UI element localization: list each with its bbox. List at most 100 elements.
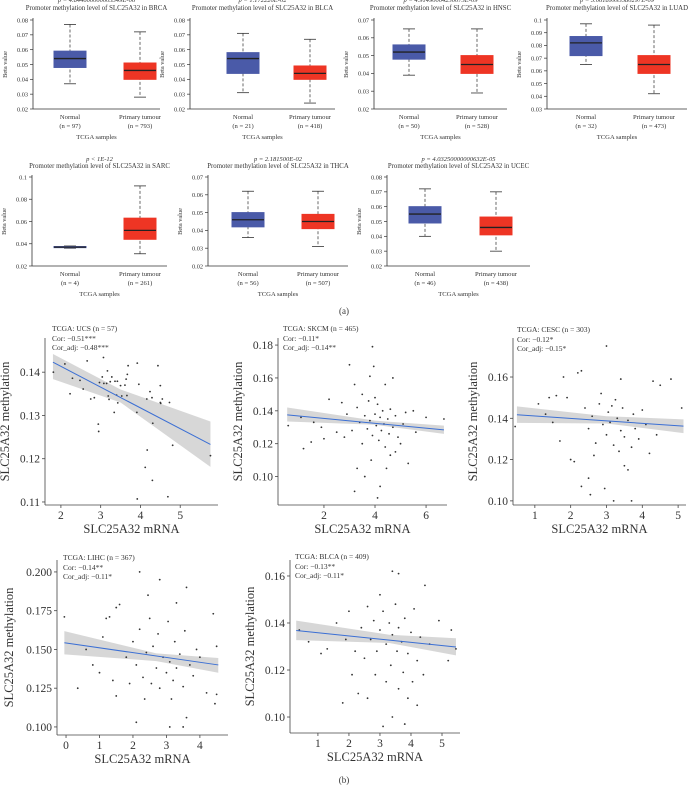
y-tick-label: 0.10 (265, 712, 285, 724)
data-point (135, 411, 138, 414)
y-tick-label: 0.05 (531, 81, 542, 88)
y-tick-label: 0.175 (26, 606, 52, 618)
category-label: Normal (415, 271, 435, 278)
data-point (136, 362, 139, 364)
data-point (107, 395, 110, 397)
data-point (612, 499, 615, 502)
data-point (607, 411, 610, 414)
y-tick-label: 0.14 (265, 618, 285, 630)
data-point (614, 398, 617, 401)
y-tick-label: 0.02 (192, 263, 203, 270)
data-point (422, 673, 425, 676)
data-point (165, 671, 168, 674)
y-tick-label: 0.14 (488, 413, 508, 425)
data-point (372, 365, 375, 368)
y-tick-label: 0.08 (371, 174, 382, 181)
x-tick-label: 2 (58, 510, 64, 522)
x-axis-label: SLC25A32 mRNA (83, 522, 179, 536)
data-point (159, 384, 162, 387)
y-tick-label: 0.06 (358, 35, 369, 42)
y-tick-label: 0.02 (174, 106, 185, 113)
data-point (97, 430, 100, 433)
y-tick-label: 0.08 (174, 17, 185, 24)
data-point (366, 427, 369, 430)
confidence-band (516, 406, 684, 434)
data-point (580, 485, 583, 488)
y-tick-label: 0.05 (371, 219, 382, 226)
data-point (587, 477, 590, 480)
data-point (632, 413, 635, 416)
y-tick-label: 0.04 (192, 228, 204, 235)
data-point (602, 423, 604, 426)
data-point (366, 697, 369, 700)
box-normal (226, 52, 260, 74)
data-point (145, 398, 148, 400)
data-point (623, 464, 626, 467)
figure-label-b: (b) (339, 775, 350, 785)
data-point (600, 392, 603, 395)
category-label: Primary tumour (119, 271, 162, 278)
data-point (91, 664, 94, 666)
data-point (363, 414, 366, 417)
data-point (397, 687, 400, 690)
data-point (591, 415, 594, 418)
sample-size-label: (n = 97) (59, 123, 80, 130)
data-point (158, 687, 161, 690)
y-tick-label: 0.07 (174, 32, 185, 39)
data-point (144, 466, 147, 469)
data-point (335, 431, 338, 434)
data-point (98, 381, 101, 384)
y-axis-label: Beta value (159, 51, 166, 78)
y-tick-label: 0.16 (253, 373, 273, 385)
data-point (385, 643, 388, 646)
data-point (562, 376, 565, 378)
sample-size-label: (n = 46) (414, 280, 435, 287)
data-point (652, 380, 654, 383)
data-point (573, 460, 576, 463)
data-point (391, 716, 394, 718)
y-tick-label: 0.07 (371, 189, 382, 196)
data-point (168, 401, 171, 404)
data-point (110, 376, 113, 378)
x-axis-label: SLC25A32 mRNA (551, 522, 647, 536)
data-point (98, 671, 101, 674)
data-point (443, 418, 445, 420)
data-point (605, 345, 608, 347)
y-axis-label: Beta value (516, 51, 523, 78)
data-point (182, 726, 185, 728)
chart-title: Promoter methylation level of SLC25A32 i… (26, 5, 168, 12)
data-point (384, 446, 387, 448)
data-point (175, 667, 178, 669)
data-point (670, 378, 672, 380)
data-point (346, 413, 348, 416)
x-axis-label: SLC25A32 mRNA (327, 750, 423, 764)
category-label: Normal (60, 271, 80, 278)
data-point (310, 441, 313, 443)
data-point (369, 375, 371, 378)
data-point (69, 392, 71, 395)
data-point (388, 622, 391, 624)
y-tick-label: 0.125 (26, 683, 52, 695)
data-point (363, 475, 366, 478)
data-point (89, 398, 92, 400)
adjusted-correlation-label: Cor_adj: −0.48*** (52, 343, 109, 352)
data-point (566, 396, 568, 399)
data-point (363, 657, 366, 660)
category-label: Primary tumour (297, 271, 340, 278)
data-point (391, 377, 394, 379)
data-point (148, 617, 151, 620)
sample-size-label: (n = 438) (484, 280, 509, 287)
y-tick-label: 0.04 (16, 241, 28, 248)
box-tumour (293, 65, 327, 80)
x-tick-label: 2 (130, 740, 136, 752)
data-point (370, 459, 373, 462)
adjusted-correlation-label: Cor_adj: −0.11* (295, 571, 344, 580)
y-tick-label: 0.07 (531, 55, 542, 62)
confidence-band (287, 407, 444, 434)
data-point (126, 373, 129, 376)
data-point (680, 407, 683, 409)
x-axis-label: TCGA samples (597, 134, 638, 141)
